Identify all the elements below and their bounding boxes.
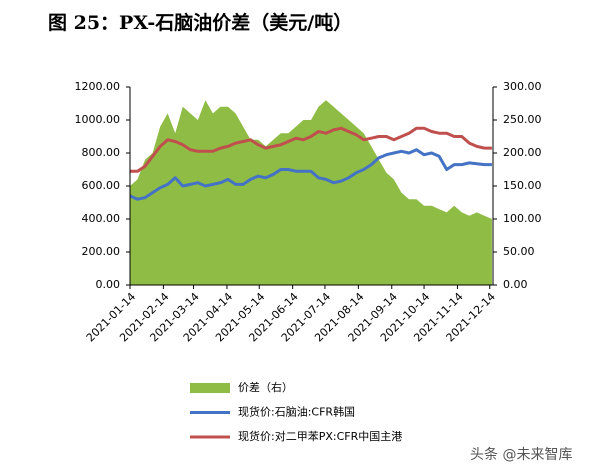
y2-tick-label: 150.00 bbox=[503, 179, 542, 192]
y-tick-label: 800.00 bbox=[82, 146, 121, 159]
legend-label: 现货价:石脑油:CFR韩国 bbox=[238, 405, 355, 419]
y2-tick-label: 300.00 bbox=[503, 80, 542, 93]
legend-swatch bbox=[190, 383, 230, 393]
y2-tick-label: 50.00 bbox=[503, 245, 535, 258]
y-tick-label: 1200.00 bbox=[75, 80, 121, 93]
area bbox=[130, 100, 492, 285]
y-tick-label: 0.00 bbox=[96, 278, 121, 291]
y2-tick-label: 250.00 bbox=[503, 113, 542, 126]
y-tick-label: 1000.00 bbox=[75, 113, 121, 126]
y-tick-label: 600.00 bbox=[82, 179, 121, 192]
legend-label: 价差（右） bbox=[238, 380, 293, 394]
y2-tick-label: 200.00 bbox=[503, 146, 542, 159]
chart-title: 图 25：PX-石脑油价差（美元/吨） bbox=[48, 11, 352, 34]
y-tick-label: 400.00 bbox=[82, 212, 121, 225]
y2-tick-label: 100.00 bbox=[503, 212, 542, 225]
legend-label: 现货价:对二甲苯PX:CFR中国主港 bbox=[238, 429, 402, 443]
line bbox=[129, 148, 492, 201]
y-tick-label: 200.00 bbox=[82, 245, 121, 258]
watermark: 头条 @未来智库 bbox=[470, 446, 572, 463]
y2-tick-label: 0.00 bbox=[503, 278, 528, 291]
line bbox=[130, 126, 492, 173]
